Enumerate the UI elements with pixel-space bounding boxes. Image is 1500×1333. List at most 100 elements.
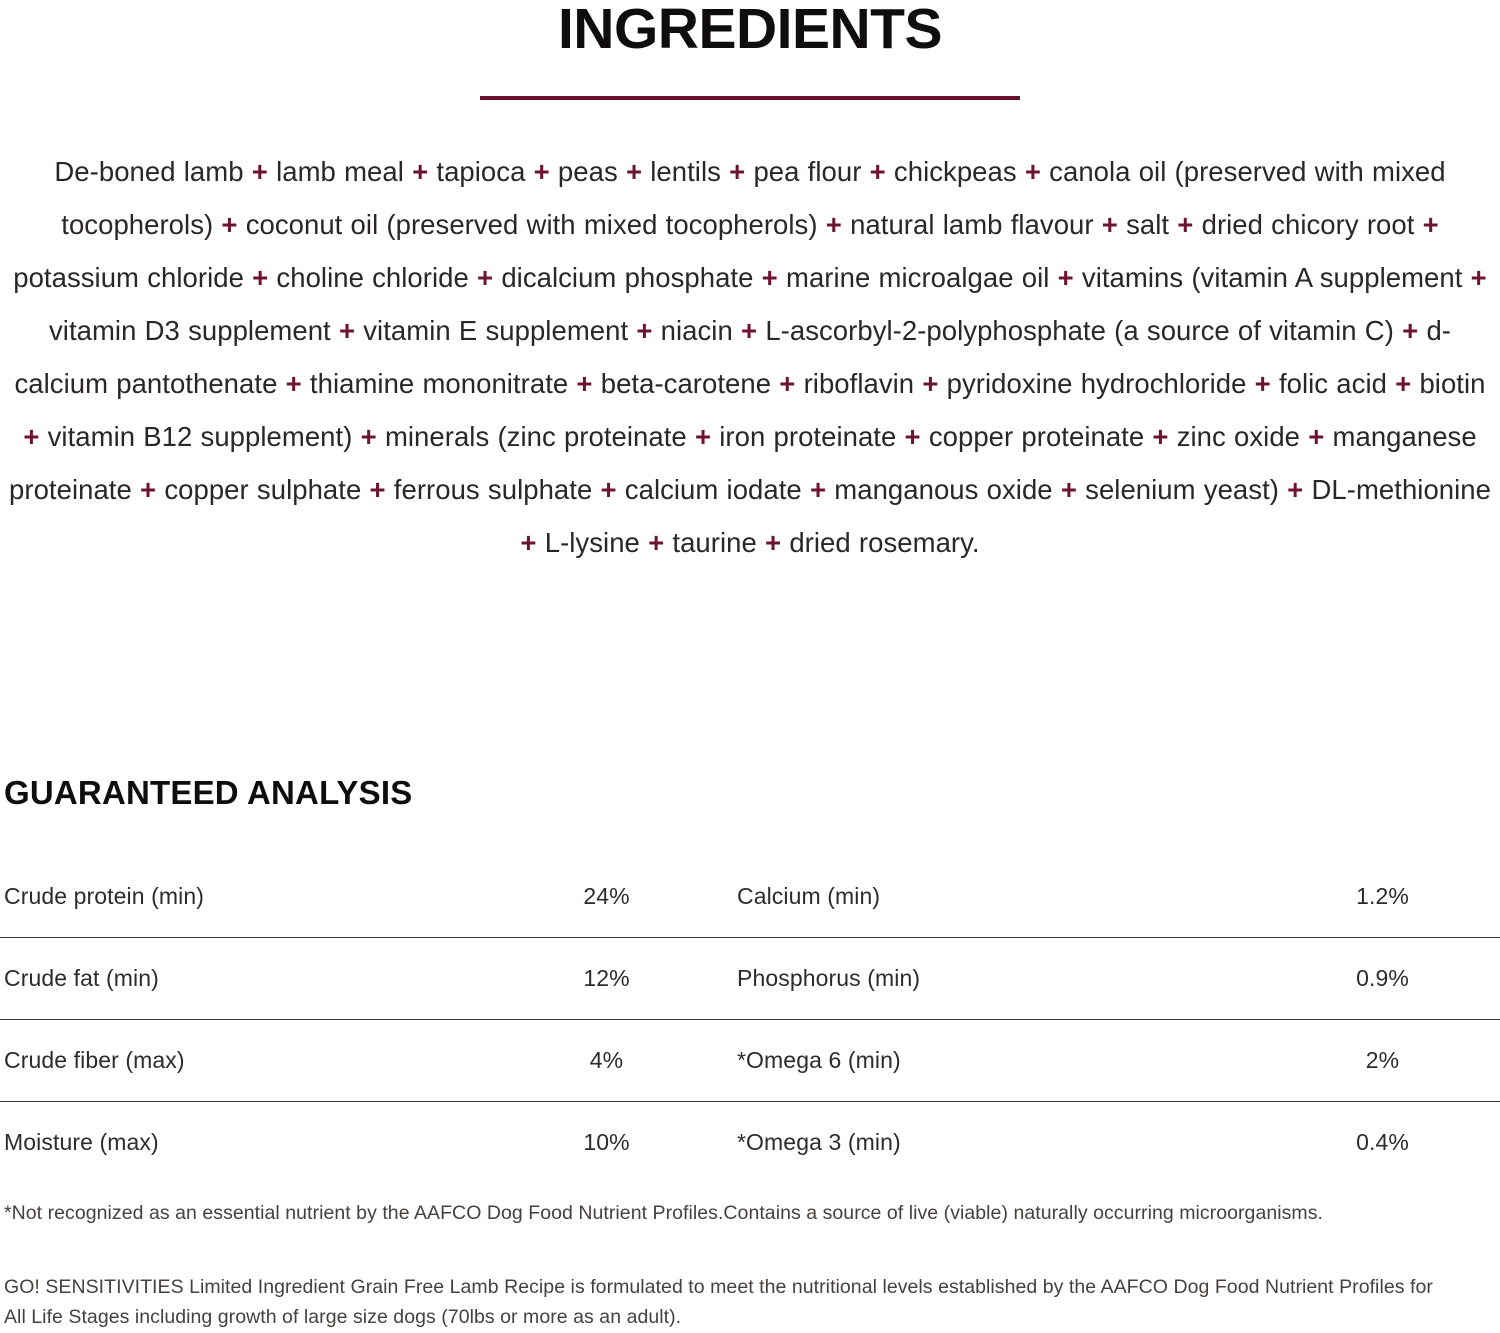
ingredient-separator: + <box>1052 473 1086 505</box>
ingredient-separator: + <box>243 261 277 293</box>
ingredient-item: folic acid <box>1278 367 1387 399</box>
ingredient-item: manganese proteinate <box>9 420 1477 505</box>
ingredient-item: lentils <box>650 155 721 187</box>
ingredient-item: marine microalgae oil <box>785 261 1050 293</box>
nutrient-value-right: 0.4% <box>1356 1129 1409 1155</box>
guaranteed-analysis-heading: GUARANTEED ANALYSIS <box>4 774 413 811</box>
ingredient-item: minerals (zinc proteinate <box>384 420 687 452</box>
ingredient-item: taurine <box>672 526 757 558</box>
ingredient-item: zinc oxide <box>1176 420 1301 452</box>
ingredient-separator: + <box>361 473 394 505</box>
ingredient-separator: + <box>896 420 929 452</box>
ingredient-separator: + <box>1278 473 1312 505</box>
ingredient-separator: + <box>617 155 651 187</box>
ingredient-item: tapioca <box>436 155 526 187</box>
ingredient-item: dicalcium phosphate <box>501 261 754 293</box>
ingredient-separator: + <box>732 314 766 346</box>
ingredient-separator: + <box>468 261 502 293</box>
ingredient-separator: + <box>639 526 673 558</box>
ingredient-separator: + <box>1144 420 1177 452</box>
nutrient-value-left: 12% <box>583 965 630 991</box>
ingredient-separator: + <box>720 155 754 187</box>
ingredient-item: canola oil (preserved with mixed tocophe… <box>61 155 1446 240</box>
ingredient-separator: + <box>1393 314 1427 346</box>
table-row: Crude fiber (max) 4% *Omega 6 (min) 2% <box>0 1020 1500 1102</box>
ingredient-item: ferrous sulphate <box>393 473 593 505</box>
ingredient-separator: + <box>330 314 364 346</box>
ingredient-separator: + <box>1169 208 1202 240</box>
ingredient-item: coconut oil (preserved with mixed tocoph… <box>245 208 818 240</box>
ingredient-item: potassium chloride <box>13 261 244 293</box>
ingredient-separator: + <box>861 155 894 187</box>
ingredient-item: lamb meal <box>276 155 404 187</box>
asterisk-footnote: *Not recognized as an essential nutrient… <box>4 1202 1323 1224</box>
ingredient-item: iron proteinate <box>719 420 897 452</box>
title-divider <box>480 95 1020 100</box>
table-row: Crude fat (min) 12% Phosphorus (min) 0.9% <box>0 938 1500 1020</box>
ingredient-separator: + <box>568 367 601 399</box>
ingredient-separator: + <box>1414 208 1439 240</box>
nutrient-value-right: 1.2% <box>1356 883 1409 909</box>
ingredient-separator: + <box>753 261 786 293</box>
nutrient-value-left: 24% <box>583 883 630 909</box>
ingredient-item: salt <box>1126 208 1170 240</box>
ingredient-item: vitamin D3 supplement <box>48 314 331 346</box>
table-row: Crude protein (min) 24% Calcium (min) 1.2% <box>0 856 1500 938</box>
ingredient-item: dried rosemary. <box>789 526 980 558</box>
ingredient-item: niacin <box>660 314 733 346</box>
ingredient-item: L-lysine <box>544 526 640 558</box>
ingredient-separator: + <box>771 367 804 399</box>
ingredient-item: dried chicory root <box>1201 208 1415 240</box>
nutrient-value-right: 2% <box>1365 1047 1400 1073</box>
nutrient-label-left: Crude fiber (max) <box>4 1047 185 1073</box>
nutrient-label-right: *Omega 6 (min) <box>737 1047 901 1073</box>
ingredient-item: thiamine mononitrate <box>309 367 569 399</box>
ingredient-item: manganous oxide <box>834 473 1053 505</box>
ingredient-item: biotin <box>1419 367 1486 399</box>
ingredient-item: vitamin E supplement <box>363 314 629 346</box>
ingredient-separator: + <box>628 314 661 346</box>
nutrient-value-left: 4% <box>589 1047 624 1073</box>
ingredient-item: d-calcium pantothenate <box>14 314 1451 399</box>
ingredient-separator: + <box>525 155 558 187</box>
ingredient-separator: + <box>277 367 310 399</box>
ingredient-separator: + <box>817 208 851 240</box>
ingredients-paragraph: De-boned lamb + lamb meal + tapioca + pe… <box>0 145 1500 569</box>
ingredient-separator: + <box>403 155 437 187</box>
ingredient-separator: + <box>1093 208 1127 240</box>
table-row: Moisture (max) 10% *Omega 3 (min) 0.4% <box>0 1102 1500 1184</box>
ingredient-separator: + <box>686 420 720 452</box>
ingredient-separator: + <box>1049 261 1082 293</box>
ingredient-separator: + <box>1016 155 1050 187</box>
ingredient-item: De-boned lamb <box>54 155 244 187</box>
ingredient-separator: + <box>131 473 165 505</box>
ingredient-item: vitamin B12 supplement) <box>47 420 353 452</box>
ingredient-separator: + <box>1246 367 1279 399</box>
ingredient-item: beta-carotene <box>600 367 772 399</box>
ingredient-item: choline chloride <box>276 261 469 293</box>
ingredient-separator: + <box>914 367 947 399</box>
page-title: INGREDIENTS <box>557 0 943 61</box>
ingredient-item: natural lamb flavour <box>850 208 1094 240</box>
ingredient-item: pea flour <box>753 155 862 187</box>
ingredient-item: calcium iodate <box>624 473 802 505</box>
ingredient-separator: + <box>592 473 625 505</box>
ingredient-separator: + <box>243 155 277 187</box>
ingredient-item: chickpeas <box>893 155 1017 187</box>
ingredient-separator: + <box>23 420 48 452</box>
ingredient-item: selenium yeast) <box>1085 473 1279 505</box>
ingredient-item: pyridoxine hydrochloride <box>946 367 1247 399</box>
ingredient-item: copper proteinate <box>928 420 1145 452</box>
ingredient-separator: + <box>1300 420 1333 452</box>
ingredient-separator: + <box>352 420 385 452</box>
ingredient-item: DL-methionine <box>1311 473 1491 505</box>
guaranteed-analysis-body: Crude protein (min) 24% Calcium (min) 1.2% C… <box>0 856 1500 1183</box>
ingredient-separator: + <box>1386 367 1420 399</box>
aafco-statement: GO! SENSITIVITIES Limited Ingredient Gra… <box>4 1276 1433 1328</box>
ingredient-item: copper sulphate <box>164 473 362 505</box>
nutrient-label-left: Moisture (max) <box>4 1129 159 1155</box>
nutrient-label-left: Crude fat (min) <box>4 965 159 991</box>
ingredient-separator: + <box>213 208 246 240</box>
ingredient-separator: + <box>756 526 790 558</box>
